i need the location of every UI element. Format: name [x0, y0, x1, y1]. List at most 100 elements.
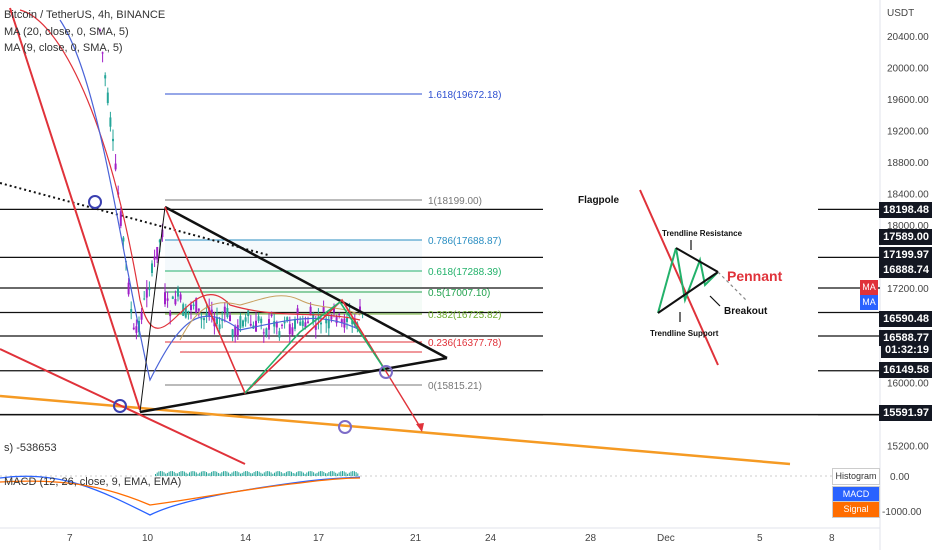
- macd-histogram-bar: [216, 471, 218, 476]
- macd-histogram-bar: [253, 472, 255, 476]
- symbol-legend: Bitcoin / TetherUS, 4h, BINANCE: [4, 9, 166, 21]
- candle-body: [205, 313, 208, 317]
- macd-histogram-bar: [353, 471, 355, 476]
- price-tick-label: 16000.00: [887, 379, 929, 390]
- diagram-pennant-label: Pennant: [727, 268, 783, 284]
- macd-histogram-bar: [285, 471, 287, 476]
- macd-histogram-bar: [223, 471, 224, 476]
- macd-histogram-bar: [229, 473, 231, 476]
- macd-histogram-bar: [345, 472, 347, 476]
- candle-body: [221, 320, 224, 322]
- candle-body: [200, 318, 203, 320]
- macd-histogram-bar: [308, 471, 309, 476]
- macd-histogram-bar: [178, 472, 180, 476]
- macd-histogram-bar: [195, 472, 197, 476]
- macd-histogram-bar: [199, 472, 201, 476]
- macd-histogram-bar: [258, 471, 260, 476]
- price-label: 16149.58: [879, 362, 932, 378]
- fib-level-label: 0.5(17007.10): [428, 288, 490, 299]
- macd-histogram-bar: [163, 472, 165, 476]
- candle-body: [247, 310, 250, 317]
- macd-histogram-bar: [270, 472, 272, 476]
- price-tick-label: 18000.00: [887, 221, 929, 232]
- macd-legend-tag: Histogram: [832, 468, 880, 485]
- fib-level-label: 0.786(17688.87): [428, 236, 501, 247]
- candle-body: [127, 282, 130, 295]
- macd-legend[interactable]: MACD (12, 26, close, 9, EMA, EMA): [4, 476, 182, 488]
- candle-body: [203, 318, 205, 321]
- volume-legend: s) -538653: [4, 442, 57, 454]
- candle-body: [156, 247, 159, 260]
- price-label: 01:32:19: [880, 342, 932, 358]
- macd-histogram-bar: [202, 471, 204, 476]
- candle-body: [179, 294, 182, 300]
- macd-tick-label: -1000.00: [882, 507, 922, 518]
- candle-body: [119, 211, 122, 226]
- candle-body: [135, 326, 138, 333]
- macd-histogram-bar: [250, 473, 252, 476]
- candle-body: [190, 304, 192, 310]
- candle-body: [242, 320, 244, 327]
- fib-level-label: 0.236(16377.78): [428, 338, 501, 349]
- macd-histogram-bar: [233, 471, 235, 476]
- candle-body: [327, 320, 330, 329]
- price-label: 18198.48: [879, 202, 932, 218]
- macd-histogram-bar: [194, 471, 196, 476]
- macd-histogram-bar: [272, 473, 274, 476]
- price-tick-label: 18800.00: [887, 158, 929, 169]
- diagram-up-leg: [657, 247, 677, 314]
- macd-histogram-bar: [211, 471, 213, 476]
- diagram-resistance-label: Trendline Resistance: [662, 229, 743, 238]
- candle-body: [338, 314, 341, 316]
- macd-histogram-bar: [187, 473, 189, 476]
- axis-currency-label: USDT: [887, 8, 914, 19]
- macd-histogram-bar: [284, 473, 286, 476]
- macd-histogram-bar: [343, 471, 345, 476]
- fib-level-label: 0.618(17288.39): [428, 267, 501, 278]
- red-trendline-steep: [9, 7, 141, 411]
- diagram-flagpole-label: Flagpole: [578, 195, 620, 206]
- macd-histogram-bar: [206, 472, 207, 476]
- ma9-legend[interactable]: MA (9, close, 0, SMA, 5): [4, 42, 123, 54]
- diagram-arrow: [709, 295, 721, 307]
- candle-body: [197, 308, 200, 311]
- macd-histogram-bar: [172, 471, 173, 476]
- price-tick-label: 19200.00: [887, 127, 929, 138]
- candle-body: [304, 322, 307, 328]
- arrow-head: [416, 423, 424, 432]
- diagram-support-label: Trendline Support: [650, 329, 719, 338]
- macd-histogram-bar: [316, 472, 318, 476]
- macd-histogram-bar: [192, 471, 194, 476]
- candle-body: [171, 296, 174, 299]
- ma20-legend[interactable]: MA (20, close, 0, SMA, 5): [4, 26, 129, 38]
- macd-histogram-bar: [318, 471, 320, 476]
- macd-histogram-bar: [263, 472, 265, 476]
- macd-histogram-bar: [350, 471, 352, 476]
- candle-body: [143, 298, 146, 300]
- price-tick-label: 20000.00: [887, 64, 929, 75]
- time-tick-label: 17: [313, 533, 325, 544]
- macd-histogram-bar: [294, 473, 296, 476]
- candle-body: [229, 315, 231, 322]
- candle-body: [322, 306, 325, 312]
- candle-body: [273, 321, 276, 327]
- macd-histogram-bar: [185, 472, 187, 476]
- macd-histogram-bar: [304, 473, 306, 476]
- macd-histogram-bar: [231, 472, 233, 476]
- candle-body: [314, 325, 317, 330]
- macd-histogram-bar: [226, 471, 228, 476]
- macd-histogram-bar: [347, 473, 349, 476]
- diagram-breakout-label: Breakout: [724, 306, 768, 317]
- candle-body: [301, 320, 304, 327]
- candle-body: [226, 307, 229, 318]
- macd-histogram-bar: [182, 471, 184, 476]
- candle-body: [184, 307, 187, 318]
- candle-body: [195, 298, 198, 313]
- candle-body: [291, 327, 294, 335]
- candle-body: [158, 239, 161, 243]
- candle-body: [359, 306, 361, 313]
- candle-body: [333, 308, 335, 313]
- macd-histogram-bar: [352, 471, 354, 476]
- candle-body: [130, 309, 133, 313]
